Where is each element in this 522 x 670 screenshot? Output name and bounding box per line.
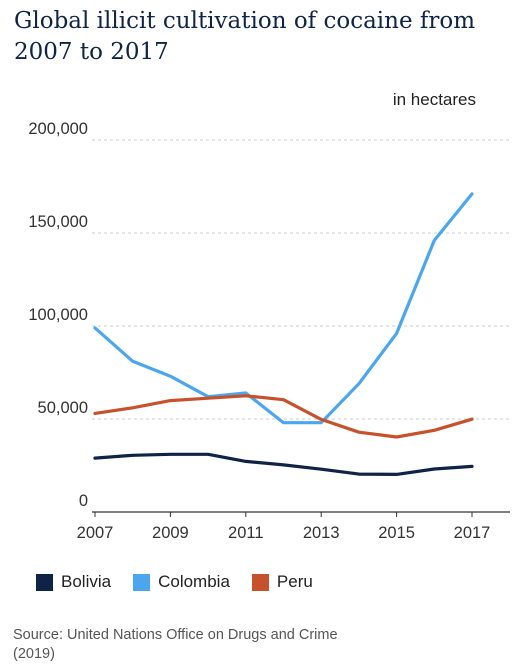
y-axis-labels: 0 50,000 100,000 150,000 200,000 <box>28 120 88 510</box>
legend-label-bolivia: Bolivia <box>61 572 112 591</box>
x-tick-label: 2017 <box>454 524 491 542</box>
legend-item-colombia: Colombia <box>133 572 230 592</box>
legend-item-peru: Peru <box>251 572 313 592</box>
y-tick-label: 0 <box>79 492 88 510</box>
series-lines <box>93 192 474 476</box>
x-tick-label: 2009 <box>152 524 189 542</box>
series-line-bolivia <box>93 452 474 476</box>
series-line-peru <box>93 394 474 439</box>
x-tick-label: 2015 <box>378 524 415 542</box>
chart-title: Global illicit cultivation of cocaine fr… <box>14 8 476 65</box>
y-tick-label: 100,000 <box>28 306 88 324</box>
legend-swatch-bolivia <box>36 573 53 591</box>
x-axis-labels: 2007 2009 2011 2013 2015 2017 <box>77 512 491 542</box>
legend: Bolivia Colombia Peru <box>36 572 313 592</box>
legend-swatch-colombia <box>133 573 151 591</box>
legend-label-colombia: Colombia <box>158 572 230 591</box>
legend-swatch-peru <box>251 573 269 591</box>
y-tick-label: 150,000 <box>28 213 88 231</box>
legend-item-bolivia: Bolivia <box>36 572 111 592</box>
y-tick-label: 200,000 <box>28 120 88 138</box>
x-tick-label: 2011 <box>228 524 263 542</box>
y-tick-label: 50,000 <box>38 399 88 417</box>
source-note: Source: United Nations Office on Drugs a… <box>13 627 338 662</box>
unit-label: in hectares <box>392 90 476 109</box>
legend-label-peru: Peru <box>276 572 313 591</box>
x-tick-label: 2007 <box>77 524 114 542</box>
series-line-colombia <box>93 192 474 425</box>
line-chart: 0 50,000 100,000 150,000 200,000 2007 2009 201… <box>28 120 510 542</box>
x-tick-label: 2013 <box>303 524 340 542</box>
